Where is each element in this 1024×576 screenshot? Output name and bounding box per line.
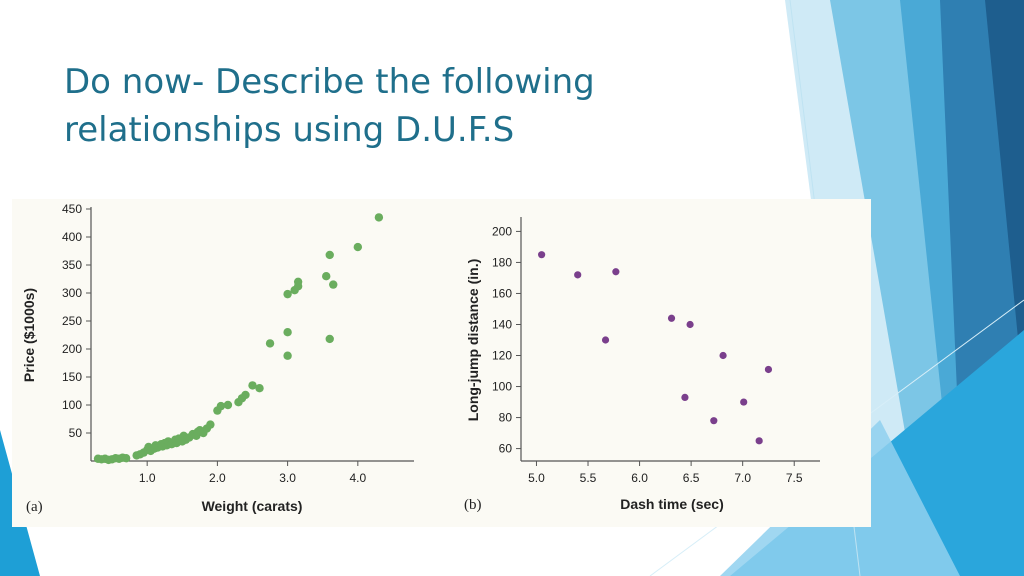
y-tick-label: 450 — [62, 202, 82, 216]
data-point — [612, 268, 620, 276]
data-point — [755, 437, 763, 445]
deco-panel-navy — [985, 0, 1024, 400]
y-tick-label: 180 — [492, 255, 512, 269]
x-tick-label: 6.0 — [631, 471, 648, 485]
y-tick-label: 120 — [492, 349, 512, 363]
y-tick-label: 400 — [62, 230, 82, 244]
scatter-panel-a: 50 100 150 200 250 300 350 400 450 1.0 2.0 3.0 4.0 We… — [21, 202, 414, 515]
y-tick-label: 150 — [62, 370, 82, 384]
data-point — [255, 384, 264, 393]
data-point — [740, 398, 748, 406]
data-point — [325, 334, 334, 344]
x-axis-label: Weight (carats) — [202, 498, 303, 514]
data-point — [293, 282, 303, 291]
data-point — [681, 393, 689, 401]
y-tick-label: 350 — [62, 258, 82, 272]
y-tick-label: 50 — [69, 426, 83, 440]
data-point — [719, 351, 727, 360]
data-point — [601, 336, 610, 344]
x-tick-label: 7.0 — [734, 471, 751, 485]
data-point — [283, 289, 292, 299]
y-tick-label: 100 — [62, 398, 82, 412]
data-point — [538, 251, 546, 259]
data-point — [121, 454, 131, 463]
y-tick-label: 200 — [62, 342, 82, 356]
y-axis-label: Long-jump distance (in.) — [465, 259, 481, 422]
data-point — [329, 280, 338, 289]
x-axis-label: Dash time (sec) — [620, 496, 723, 512]
data-point — [667, 314, 676, 322]
x-tick-label: 7.5 — [786, 471, 803, 485]
y-tick-label: 250 — [62, 314, 82, 328]
figure-background — [12, 199, 871, 527]
y-tick-label: 300 — [62, 286, 82, 300]
slide-title-line-2: relationships using D.U.F.S — [64, 110, 515, 150]
data-point — [353, 242, 363, 252]
x-tick-label: 4.0 — [349, 471, 366, 485]
y-axis-label: Price ($1000s) — [21, 288, 37, 382]
x-tick-label: 3.0 — [279, 471, 296, 485]
scatter-figure: 50 100 150 200 250 300 350 400 450 1.0 2.0 3.0 4.0 We… — [12, 199, 871, 527]
y-tick-label: 80 — [499, 411, 513, 425]
x-tick-label: 1.0 — [139, 471, 156, 485]
x-tick-label: 6.5 — [683, 471, 700, 485]
y-tick-label: 60 — [499, 442, 513, 456]
x-tick-label: 2.0 — [209, 471, 226, 485]
data-point — [574, 271, 582, 279]
data-point — [710, 417, 718, 425]
data-point — [764, 365, 773, 374]
data-point — [223, 400, 233, 410]
data-point — [686, 320, 694, 329]
panel-label: (a) — [26, 499, 43, 515]
data-point — [265, 339, 275, 348]
slide-title-line-1: Do now- Describe the following — [64, 62, 595, 102]
panel-label: (b) — [464, 497, 482, 513]
y-tick-label: 160 — [492, 286, 512, 300]
data-point — [322, 272, 331, 281]
data-point — [248, 381, 257, 390]
data-point — [241, 390, 250, 400]
x-tick-label: 5.0 — [528, 471, 545, 485]
data-point — [325, 250, 334, 260]
scatter-panel-b: 60 80 100 120 140 160 180 200 5.0 5.5 6.0 6.5 7.0 7.5… — [464, 217, 820, 513]
data-point — [283, 351, 292, 360]
slide-title: Do now- Describe the following relations… — [64, 58, 764, 154]
y-tick-label: 100 — [492, 380, 512, 394]
data-point — [283, 328, 292, 337]
data-point — [216, 401, 226, 411]
data-point — [374, 213, 384, 222]
y-tick-label: 140 — [492, 317, 512, 331]
data-point — [206, 420, 215, 429]
y-tick-label: 200 — [492, 224, 512, 238]
x-tick-label: 5.5 — [580, 471, 597, 485]
